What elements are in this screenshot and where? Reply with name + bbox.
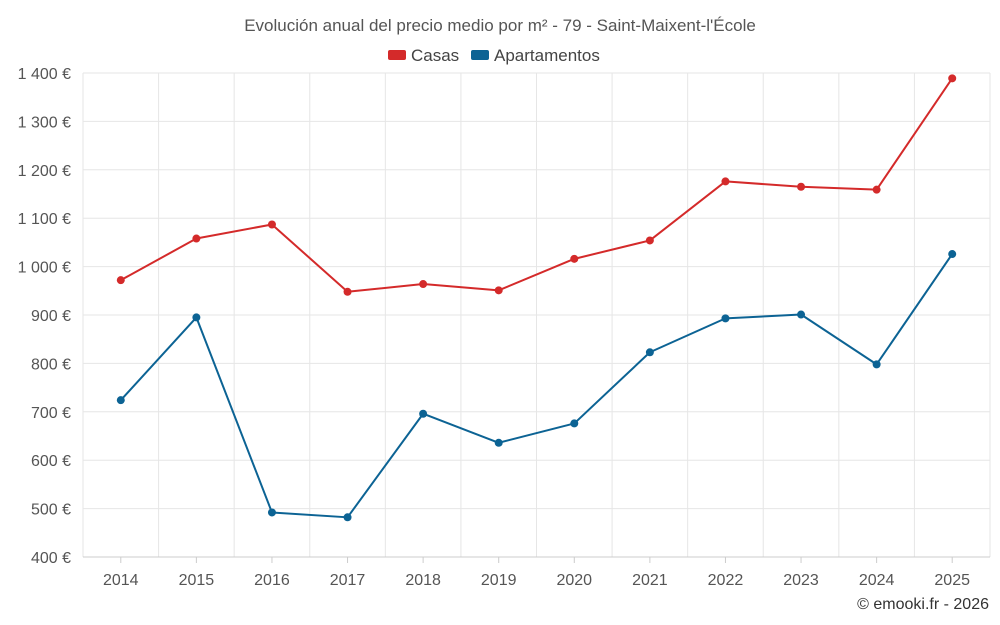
x-tick-label: 2016 bbox=[254, 572, 290, 589]
x-tick-label: 2024 bbox=[859, 572, 895, 589]
data-point-casas[interactable] bbox=[192, 234, 201, 243]
y-tick-label: 1 100 € bbox=[18, 211, 71, 228]
series-line-casas bbox=[120, 77, 954, 293]
data-point-apartamentos[interactable] bbox=[645, 348, 654, 357]
x-tick-label: 2018 bbox=[405, 572, 441, 589]
series-layer bbox=[116, 74, 957, 522]
data-point-apartamentos[interactable] bbox=[343, 513, 352, 522]
data-point-apartamentos[interactable] bbox=[267, 508, 276, 517]
y-tick-label: 800 € bbox=[31, 356, 71, 373]
y-tick-label: 1 200 € bbox=[18, 163, 71, 180]
data-point-apartamentos[interactable] bbox=[721, 314, 730, 323]
data-point-casas[interactable] bbox=[645, 236, 654, 245]
x-tick-label: 2020 bbox=[556, 572, 592, 589]
data-point-apartamentos[interactable] bbox=[494, 438, 503, 447]
data-point-apartamentos[interactable] bbox=[116, 396, 125, 405]
data-point-apartamentos[interactable] bbox=[797, 310, 806, 319]
data-point-apartamentos[interactable] bbox=[570, 419, 579, 428]
data-point-apartamentos[interactable] bbox=[948, 250, 957, 259]
data-point-apartamentos[interactable] bbox=[419, 409, 428, 418]
data-point-casas[interactable] bbox=[797, 182, 806, 191]
legend-label-apartamentos[interactable]: Apartamentos bbox=[494, 46, 600, 65]
y-tick-label: 1 400 € bbox=[18, 66, 71, 83]
x-tick-label: 2021 bbox=[632, 572, 668, 589]
x-tick-label: 2014 bbox=[103, 572, 139, 589]
credit-text: © emooki.fr - 2026 bbox=[857, 596, 989, 613]
y-tick-label: 900 € bbox=[31, 308, 71, 325]
data-point-casas[interactable] bbox=[116, 276, 125, 285]
y-tick-label: 600 € bbox=[31, 453, 71, 470]
data-point-casas[interactable] bbox=[872, 185, 881, 194]
x-tick-label: 2015 bbox=[179, 572, 215, 589]
legend-label-casas[interactable]: Casas bbox=[411, 46, 459, 65]
y-tick-label: 1 300 € bbox=[18, 114, 71, 131]
y-tick-label: 1 000 € bbox=[18, 260, 71, 277]
data-point-apartamentos[interactable] bbox=[192, 313, 201, 322]
data-point-apartamentos[interactable] bbox=[872, 360, 881, 369]
y-tick-label: 400 € bbox=[31, 550, 71, 567]
data-point-casas[interactable] bbox=[494, 286, 503, 295]
y-axis: 400 € 500 € 600 € 700 € 800 € 900 € 1 000 € 1 1… bbox=[18, 66, 71, 567]
x-tick-label: 2023 bbox=[783, 572, 819, 589]
data-point-casas[interactable] bbox=[570, 254, 579, 263]
legend-swatch-apartamentos bbox=[471, 50, 489, 60]
legend: Casas Apartamentos bbox=[388, 46, 600, 65]
x-tick-label: 2022 bbox=[708, 572, 744, 589]
x-tick-label: 2017 bbox=[330, 572, 366, 589]
data-point-casas[interactable] bbox=[721, 177, 730, 186]
y-tick-label: 700 € bbox=[31, 405, 71, 422]
data-point-casas[interactable] bbox=[267, 220, 276, 229]
data-point-casas[interactable] bbox=[419, 280, 428, 289]
chart-title: Evolución anual del precio medio por m² … bbox=[244, 16, 756, 35]
x-tick-label: 2019 bbox=[481, 572, 517, 589]
series-line-apartamentos bbox=[120, 253, 954, 519]
data-point-casas[interactable] bbox=[343, 287, 352, 296]
x-tick-label: 2025 bbox=[934, 572, 970, 589]
grid bbox=[82, 72, 991, 558]
legend-swatch-casas bbox=[388, 50, 406, 60]
data-point-casas[interactable] bbox=[948, 74, 957, 83]
x-axis: 2014 2015 2016 2017 2018 2019 2020 2021 2022 2023… bbox=[103, 557, 970, 589]
y-tick-label: 500 € bbox=[31, 502, 71, 519]
